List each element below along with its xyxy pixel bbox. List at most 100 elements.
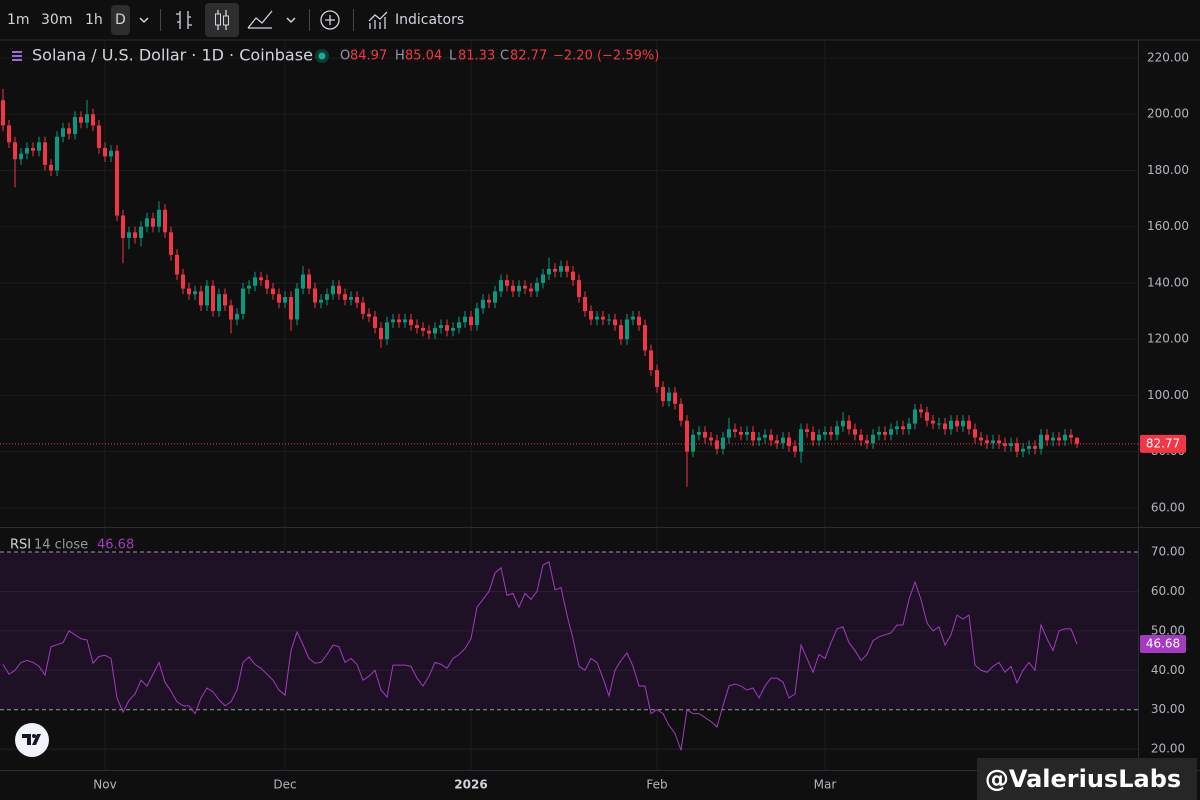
interval-button[interactable]: 30m — [41, 12, 72, 28]
open-value: 84.97 — [350, 49, 387, 64]
chart-type-dropdown[interactable] — [286, 17, 296, 24]
x-tick-label: Dec — [273, 778, 296, 792]
candle-body — [157, 209, 161, 227]
candle-body — [679, 403, 683, 421]
candle-body — [25, 147, 29, 154]
candle-body — [319, 299, 323, 303]
candle-body — [751, 431, 755, 441]
candle-body — [103, 147, 107, 157]
rsi-value: 46.68 — [97, 538, 134, 553]
candle-body — [1063, 434, 1067, 441]
candle-body — [691, 434, 695, 452]
candle-body — [703, 431, 707, 438]
candle-body — [685, 420, 689, 452]
interval-button[interactable]: 1m — [7, 12, 30, 28]
compare-icon[interactable] — [325, 15, 335, 25]
candle-body — [121, 215, 125, 238]
rsi-params: 14 close — [34, 538, 88, 553]
logo-badge[interactable] — [15, 723, 49, 757]
candle-body — [889, 429, 893, 435]
interval-dropdown[interactable] — [139, 17, 149, 24]
candle-body — [967, 420, 971, 430]
x-tick-label: Mar — [814, 778, 837, 792]
candle-body — [541, 274, 545, 283]
y-tick-label: 120.00 — [1147, 332, 1189, 346]
candle-body — [757, 437, 761, 441]
candles-icon[interactable] — [215, 13, 221, 26]
candle-body — [949, 420, 953, 430]
candle-body — [1, 100, 5, 126]
candle-body — [673, 392, 677, 404]
candle-body — [535, 282, 539, 292]
candle-body — [571, 271, 575, 281]
candle-body — [37, 142, 41, 151]
interval-button[interactable]: 1h — [85, 12, 103, 28]
candle-body — [565, 266, 569, 272]
indicators-icon[interactable] — [368, 11, 388, 29]
candle-body — [583, 296, 587, 312]
ohlc-label: L — [449, 49, 457, 64]
candle-body — [901, 426, 905, 430]
tv-logo — [15, 723, 49, 757]
y-tick-label: 140.00 — [1147, 275, 1189, 289]
candle-body — [625, 319, 629, 340]
candle-body — [211, 285, 215, 312]
candle-body — [1051, 437, 1055, 441]
candle-body — [745, 431, 749, 435]
candles-icon[interactable] — [223, 15, 229, 26]
interval-button[interactable]: D — [115, 12, 126, 28]
candle-body — [85, 114, 89, 123]
candle-body — [613, 319, 617, 326]
candle-body — [721, 437, 725, 449]
candle-body — [787, 437, 791, 447]
candle-body — [607, 319, 611, 321]
candle-body — [619, 325, 623, 340]
y-tick-label: 30.00 — [1151, 702, 1185, 716]
candle-body — [163, 209, 167, 233]
watermark: @ValeriusLabs — [985, 765, 1181, 793]
candle-body — [1009, 443, 1013, 447]
candle-body — [127, 232, 131, 238]
candle-body — [7, 125, 11, 143]
candle-body — [553, 268, 557, 272]
candle-body — [841, 420, 845, 427]
ohlc-label: C — [500, 49, 509, 64]
interval-active-bg[interactable] — [111, 5, 130, 35]
candle-body — [295, 288, 299, 320]
candle-body — [217, 294, 221, 312]
candle-body — [763, 434, 767, 438]
candle-body — [601, 316, 605, 320]
compare-icon[interactable] — [320, 10, 340, 30]
bars-icon[interactable] — [176, 11, 192, 29]
candle-body — [415, 325, 419, 328]
candle-body — [769, 434, 773, 441]
candle-body — [631, 316, 635, 320]
indicators-button[interactable]: Indicators — [395, 12, 464, 28]
candle-body — [523, 285, 527, 289]
candle-body — [931, 420, 935, 424]
candle-body — [817, 434, 821, 441]
candles-active-bg[interactable] — [205, 3, 239, 37]
candle-body — [361, 302, 365, 314]
candle-body — [715, 440, 719, 449]
candle-body — [451, 327, 455, 331]
candle-body — [325, 294, 329, 300]
candle-body — [421, 327, 425, 331]
candle-body — [349, 296, 353, 300]
candle-body — [547, 268, 551, 275]
candle-body — [1021, 448, 1025, 452]
area-icon[interactable] — [247, 10, 273, 29]
candle-body — [235, 313, 239, 320]
candle-body — [859, 434, 863, 441]
candle-body — [595, 316, 599, 320]
candle-body — [973, 429, 977, 438]
candle-body — [655, 370, 659, 387]
candle-body — [649, 350, 653, 371]
candle-body — [193, 291, 197, 295]
candle-body — [31, 147, 35, 151]
rsi-name: RSI — [10, 538, 31, 553]
candle-body — [697, 431, 701, 435]
candle-body — [265, 280, 269, 289]
candle-body — [463, 316, 467, 323]
